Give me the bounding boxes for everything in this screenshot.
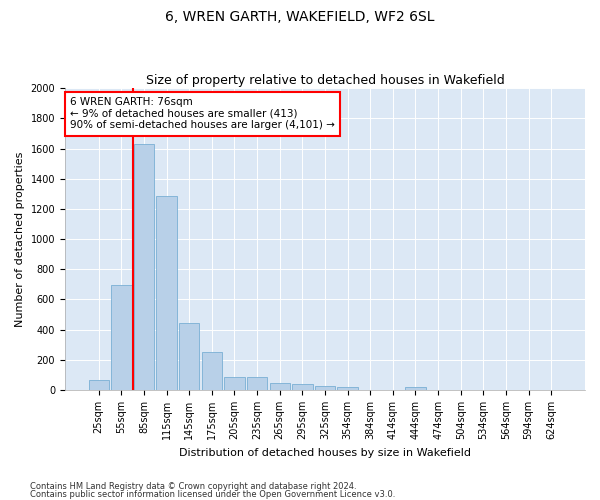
Title: Size of property relative to detached houses in Wakefield: Size of property relative to detached ho… — [146, 74, 505, 87]
Text: 6, WREN GARTH, WAKEFIELD, WF2 6SL: 6, WREN GARTH, WAKEFIELD, WF2 6SL — [165, 10, 435, 24]
Bar — [179, 323, 199, 390]
Text: Contains public sector information licensed under the Open Government Licence v3: Contains public sector information licen… — [30, 490, 395, 499]
Text: 6 WREN GARTH: 76sqm
← 9% of detached houses are smaller (413)
90% of semi-detach: 6 WREN GARTH: 76sqm ← 9% of detached hou… — [70, 97, 335, 130]
Bar — [269, 383, 290, 390]
Bar — [89, 380, 109, 390]
Bar — [111, 285, 131, 390]
Bar — [157, 196, 177, 390]
Bar — [405, 388, 425, 390]
Y-axis label: Number of detached properties: Number of detached properties — [15, 152, 25, 327]
X-axis label: Distribution of detached houses by size in Wakefield: Distribution of detached houses by size … — [179, 448, 471, 458]
Bar — [337, 388, 358, 390]
Bar — [134, 144, 154, 390]
Bar — [224, 377, 245, 390]
Bar — [202, 352, 222, 390]
Text: Contains HM Land Registry data © Crown copyright and database right 2024.: Contains HM Land Registry data © Crown c… — [30, 482, 356, 491]
Bar — [292, 384, 313, 390]
Bar — [315, 386, 335, 390]
Bar — [247, 377, 267, 390]
